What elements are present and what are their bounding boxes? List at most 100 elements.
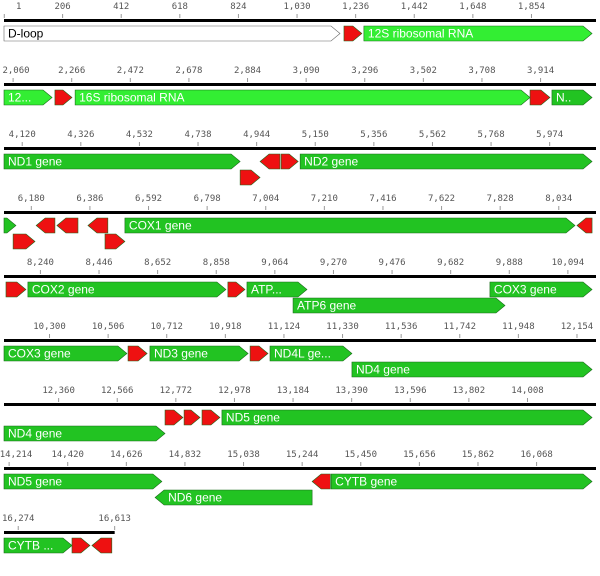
tick-label: 5,150 bbox=[302, 130, 329, 140]
sequence-bar bbox=[4, 531, 115, 534]
feature bbox=[201, 409, 221, 426]
tick-label: 6,386 bbox=[76, 194, 103, 204]
feature bbox=[249, 345, 269, 362]
tick-label: 16,274 bbox=[2, 514, 35, 524]
feature-arrow bbox=[311, 473, 331, 490]
feature-label: ND2 gene bbox=[304, 155, 358, 169]
feature-label: N.. bbox=[556, 91, 571, 105]
tick-label: 206 bbox=[54, 2, 70, 12]
feature: ND2 gene bbox=[299, 153, 593, 170]
feature-label: ND4 gene bbox=[8, 427, 62, 441]
feature: CYTB gene bbox=[330, 473, 593, 490]
tick-label: 12,360 bbox=[42, 386, 75, 396]
feature-arrow bbox=[343, 25, 363, 42]
feature: ND1 gene bbox=[3, 153, 241, 170]
feature-arrow bbox=[239, 169, 261, 186]
feature: ND4 gene bbox=[351, 361, 593, 378]
sequence-bar bbox=[4, 19, 596, 22]
feature-label: ND3 gene bbox=[154, 347, 208, 361]
feature bbox=[164, 409, 184, 426]
tick-label: 4,326 bbox=[67, 130, 94, 140]
feature-arrow bbox=[3, 25, 341, 42]
feature-arrow bbox=[149, 345, 249, 362]
tick-label: 4,120 bbox=[9, 130, 36, 140]
tick-label: 15,244 bbox=[286, 450, 319, 460]
tick-label: 9,888 bbox=[496, 258, 523, 268]
feature-arrow bbox=[3, 473, 163, 490]
feature: D-loop bbox=[3, 25, 341, 42]
feature-arrow bbox=[71, 537, 91, 554]
feature-label: ND4L ge... bbox=[274, 347, 331, 361]
tick-label: 5,562 bbox=[419, 130, 446, 140]
feature-arrow bbox=[259, 153, 281, 170]
tick-label: 1,030 bbox=[283, 2, 310, 12]
tick-label: 3,914 bbox=[527, 66, 554, 76]
feature-arrow bbox=[576, 217, 593, 234]
feature bbox=[71, 537, 91, 554]
tick-label: 11,330 bbox=[326, 322, 359, 332]
feature-arrow bbox=[91, 537, 113, 554]
tick-label: 13,184 bbox=[277, 386, 310, 396]
tick-label: 13,596 bbox=[394, 386, 427, 396]
feature: 16S ribosomal RNA bbox=[74, 89, 531, 106]
tick-label: 8,034 bbox=[545, 194, 572, 204]
tick-label: 11,948 bbox=[502, 322, 535, 332]
tick-label: 8,240 bbox=[27, 258, 54, 268]
feature-arrow bbox=[3, 425, 166, 442]
feature bbox=[576, 217, 593, 234]
feature-arrow bbox=[529, 89, 551, 106]
feature bbox=[183, 409, 201, 426]
tick-label: 6,180 bbox=[18, 194, 45, 204]
feature-arrow bbox=[5, 281, 27, 298]
feature bbox=[227, 281, 246, 298]
feature-arrow bbox=[299, 153, 593, 170]
feature-arrow bbox=[3, 537, 73, 554]
feature-arrow bbox=[246, 281, 308, 298]
feature-arrow bbox=[363, 25, 593, 42]
feature bbox=[5, 281, 27, 298]
feature-label: ND5 gene bbox=[8, 475, 62, 489]
tick-label: 10,918 bbox=[209, 322, 242, 332]
tick-label: 7,416 bbox=[369, 194, 396, 204]
tick-label: 1,442 bbox=[401, 2, 428, 12]
feature-arrow bbox=[124, 217, 576, 234]
feature-arrow bbox=[27, 281, 227, 298]
tick-label: 15,862 bbox=[462, 450, 495, 460]
tick-label: 12,566 bbox=[101, 386, 134, 396]
tick-label: 3,090 bbox=[293, 66, 320, 76]
tick-label: 8,858 bbox=[203, 258, 230, 268]
tick-label: 7,004 bbox=[252, 194, 279, 204]
feature bbox=[91, 537, 113, 554]
feature-label: ATP6 gene bbox=[297, 299, 356, 313]
feature-arrow bbox=[330, 473, 593, 490]
sequence-bar bbox=[4, 275, 596, 278]
tick-label: 13,390 bbox=[335, 386, 368, 396]
feature-arrow bbox=[3, 217, 17, 234]
feature-arrow bbox=[104, 233, 126, 250]
tick-label: 6,798 bbox=[194, 194, 221, 204]
feature: ND4 gene bbox=[3, 425, 166, 442]
tick-label: 13,802 bbox=[453, 386, 486, 396]
feature bbox=[529, 89, 551, 106]
feature bbox=[3, 217, 17, 234]
sequence-bar bbox=[4, 147, 596, 150]
tick-label: 6,592 bbox=[135, 194, 162, 204]
tick-label: 5,768 bbox=[478, 130, 505, 140]
tick-label: 14,214 bbox=[0, 450, 32, 460]
feature: ATP6 gene bbox=[292, 297, 506, 314]
feature bbox=[343, 25, 363, 42]
tick-label: 11,536 bbox=[385, 322, 418, 332]
feature bbox=[239, 169, 261, 186]
feature-arrow bbox=[249, 345, 269, 362]
feature: ND5 gene bbox=[3, 473, 163, 490]
tick-label: 824 bbox=[230, 2, 246, 12]
feature-arrow bbox=[87, 217, 109, 234]
feature-arrow bbox=[280, 153, 299, 170]
feature-arrow bbox=[551, 89, 593, 106]
tick-label: 3,708 bbox=[468, 66, 495, 76]
feature-arrow bbox=[3, 345, 128, 362]
tick-label: 7,210 bbox=[311, 194, 338, 204]
feature: 12... bbox=[3, 89, 53, 106]
feature bbox=[104, 233, 126, 250]
